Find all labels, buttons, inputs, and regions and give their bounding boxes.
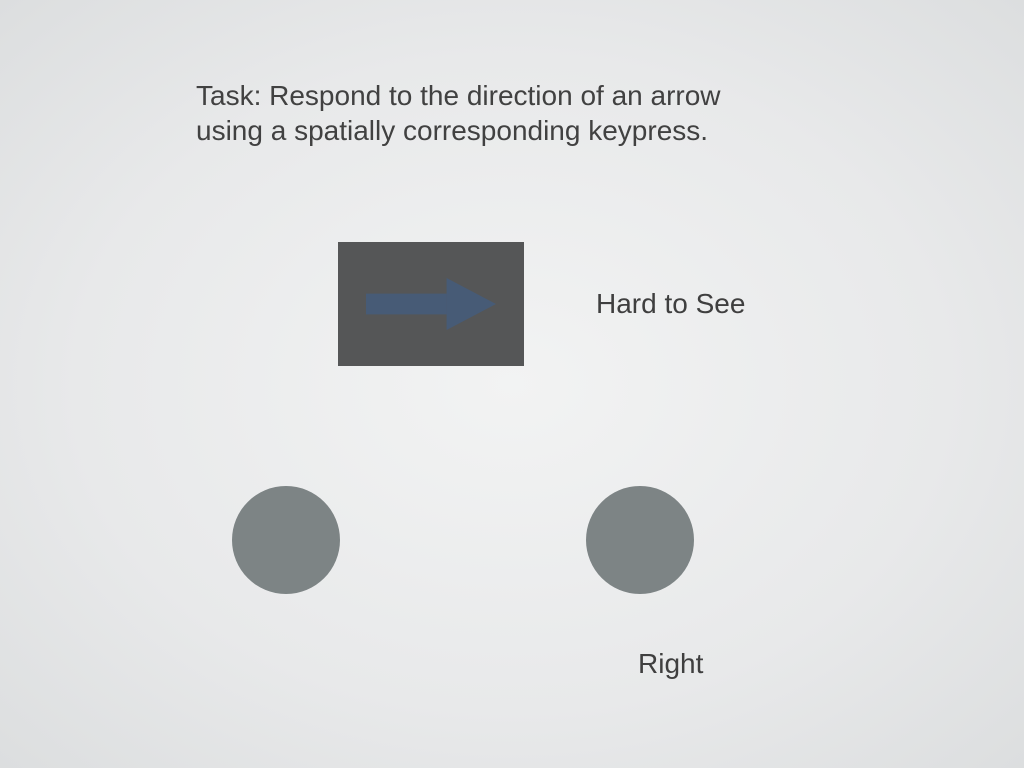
task-instruction: Task: Respond to the direction of an arr… <box>196 78 721 148</box>
task-instruction-line2: using a spatially corresponding keypress… <box>196 113 721 148</box>
response-key-right[interactable] <box>586 486 694 594</box>
arrow-stimulus-box <box>338 242 524 366</box>
visibility-label: Hard to See <box>596 288 745 320</box>
task-instruction-line1: Task: Respond to the direction of an arr… <box>196 78 721 113</box>
response-label: Right <box>638 648 703 680</box>
arrow-right-icon <box>366 278 496 330</box>
response-key-left[interactable] <box>232 486 340 594</box>
